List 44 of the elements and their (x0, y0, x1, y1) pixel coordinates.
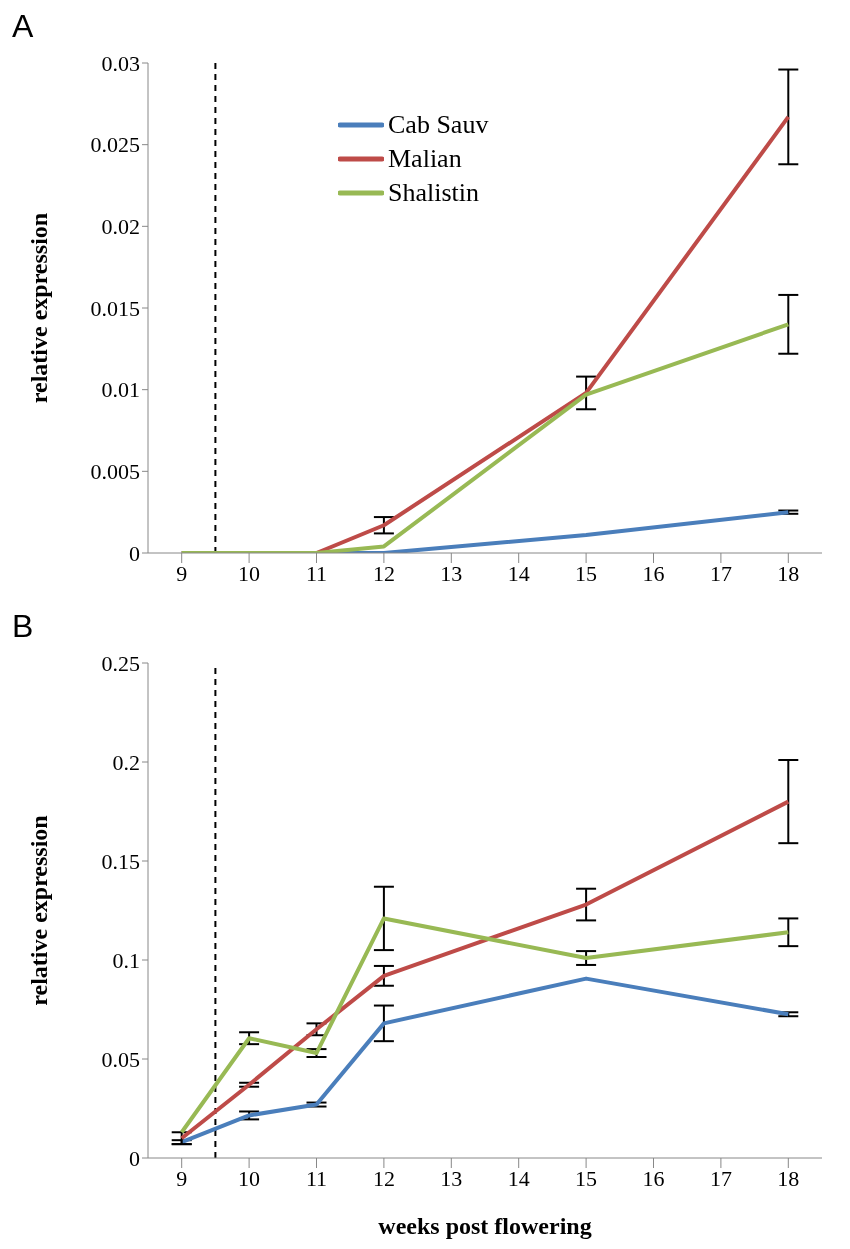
chart-title: A (12, 8, 34, 45)
x-tick-label: 12 (372, 560, 395, 586)
y-tick-label: 0.01 (101, 377, 140, 403)
x-tick-label: 11 (305, 560, 328, 586)
y-tick-label: 0.03 (101, 50, 140, 76)
y-tick-label: 0.05 (101, 1046, 140, 1072)
y-tick-label: 0.025 (90, 132, 140, 158)
x-tick-label: 14 (507, 1165, 530, 1191)
y-tick-label: 0.2 (112, 749, 140, 775)
y-tick-label: 0.15 (101, 848, 140, 874)
x-tick-label: 13 (440, 560, 463, 586)
chart-title: B (12, 608, 34, 645)
legend-label: Shalistin (388, 178, 480, 208)
x-tick-label: 12 (372, 1165, 395, 1191)
x-tick-label: 18 (777, 1165, 800, 1191)
x-axis-title: weeks post flowering (378, 1213, 592, 1239)
y-tick-label: 0.005 (90, 459, 140, 485)
x-tick-label: 18 (777, 560, 800, 586)
x-tick-label: 11 (305, 1165, 328, 1191)
x-tick-label: 16 (642, 560, 665, 586)
x-tick-label: 14 (507, 560, 530, 586)
legend-label: Cab Sauv (388, 110, 489, 140)
x-tick-label: 15 (575, 560, 598, 586)
x-tick-label: 10 (238, 560, 261, 586)
y-axis-title: relative expression (25, 212, 52, 404)
y-tick-label: 0.25 (101, 650, 140, 676)
x-tick-label: 17 (709, 1165, 732, 1191)
line-series (179, 916, 791, 1135)
line-series (179, 322, 791, 553)
x-tick-label: 17 (709, 560, 732, 586)
y-tick-label: 0 (129, 540, 140, 566)
x-tick-label: 9 (176, 560, 188, 586)
x-tick-label: 10 (238, 1165, 261, 1191)
x-tick-label: 16 (642, 1165, 665, 1191)
y-tick-label: 0 (129, 1145, 140, 1171)
x-tick-label: 9 (176, 1165, 188, 1191)
x-tick-label: 15 (575, 1165, 598, 1191)
y-tick-label: 0.1 (112, 947, 140, 973)
line-series (179, 799, 791, 1141)
y-tick-label: 0.02 (101, 214, 140, 240)
x-tick-label: 13 (440, 1165, 463, 1191)
legend-label: Malian (388, 144, 462, 174)
y-tick-label: 0.015 (90, 295, 140, 321)
y-axis-title: relative expression (25, 815, 52, 1006)
